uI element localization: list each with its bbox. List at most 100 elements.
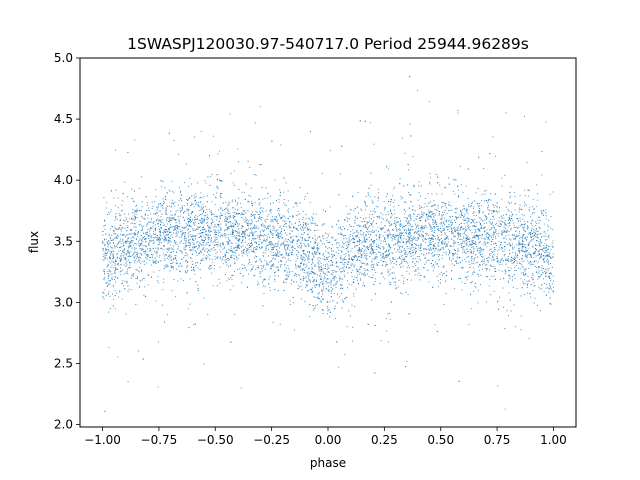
data-point [331, 261, 333, 263]
data-point [307, 258, 309, 260]
data-point [293, 329, 295, 331]
data-point [424, 248, 426, 250]
data-point [376, 238, 378, 240]
data-point [500, 259, 502, 261]
data-point [197, 216, 199, 218]
data-point [493, 218, 495, 220]
data-point [339, 276, 341, 278]
data-point [163, 224, 165, 226]
data-point [149, 248, 151, 250]
data-point [486, 301, 488, 303]
data-point [518, 250, 520, 252]
data-point [447, 235, 449, 237]
data-point [280, 264, 282, 266]
data-point [362, 282, 364, 284]
data-point [179, 229, 181, 231]
data-point [195, 228, 197, 230]
data-point [462, 192, 464, 194]
data-point [146, 209, 147, 211]
data-point [134, 211, 136, 213]
data-point [394, 217, 396, 219]
data-point [216, 192, 218, 194]
data-point [209, 211, 211, 213]
data-point [215, 237, 217, 239]
data-point [196, 254, 198, 256]
data-point [133, 217, 135, 219]
data-point [469, 244, 471, 246]
data-point [322, 243, 324, 245]
data-point [536, 222, 538, 224]
data-point [389, 283, 391, 285]
data-point [549, 251, 551, 253]
data-point [141, 206, 143, 208]
data-point [231, 274, 233, 276]
data-point [103, 243, 105, 245]
data-point [448, 219, 450, 221]
data-point [344, 354, 346, 356]
data-point [354, 245, 356, 247]
data-point [525, 249, 527, 251]
data-point [524, 254, 526, 256]
data-point [468, 237, 470, 239]
data-point [156, 262, 157, 264]
data-point [322, 283, 324, 285]
data-point [228, 217, 230, 219]
data-point [226, 207, 228, 209]
data-point [434, 324, 436, 326]
data-point [457, 262, 459, 264]
data-point [403, 277, 405, 279]
data-point [510, 239, 512, 241]
data-point [132, 200, 134, 202]
data-point [251, 214, 253, 216]
data-point [203, 297, 205, 299]
data-point [426, 260, 428, 262]
data-point [523, 201, 525, 203]
data-point [514, 277, 516, 279]
data-point [248, 195, 250, 197]
data-point [420, 227, 422, 229]
data-point [301, 225, 303, 227]
data-point [252, 234, 254, 236]
data-point [381, 253, 383, 255]
data-point [523, 268, 525, 270]
data-point [106, 266, 108, 268]
data-point [128, 254, 130, 256]
data-point [409, 242, 411, 244]
data-point [122, 255, 124, 257]
data-point [431, 193, 433, 195]
data-point [256, 225, 258, 227]
data-point [147, 284, 149, 286]
data-point [140, 263, 142, 265]
data-point [521, 265, 523, 267]
data-point [539, 288, 541, 290]
data-point [228, 204, 230, 206]
data-point [547, 270, 549, 272]
data-point [522, 223, 524, 225]
data-point [109, 228, 111, 230]
data-point [165, 248, 167, 250]
data-point [181, 250, 183, 252]
data-point [441, 247, 443, 249]
data-point [403, 257, 405, 259]
data-point [535, 255, 537, 257]
data-point [213, 268, 215, 270]
data-point [277, 242, 279, 244]
data-point [383, 247, 385, 249]
data-point [232, 233, 234, 235]
data-point [364, 269, 366, 271]
data-point [199, 197, 201, 199]
data-point [507, 267, 509, 269]
data-point [309, 316, 311, 318]
data-point [425, 225, 427, 227]
data-point [471, 262, 473, 264]
data-point [193, 136, 195, 138]
data-point [292, 254, 294, 256]
data-point [535, 271, 537, 273]
data-point [534, 252, 536, 254]
data-point [235, 230, 237, 232]
data-point [470, 205, 472, 207]
data-point [136, 211, 138, 213]
data-point [295, 281, 297, 283]
data-point [514, 257, 516, 259]
data-point [263, 235, 265, 237]
